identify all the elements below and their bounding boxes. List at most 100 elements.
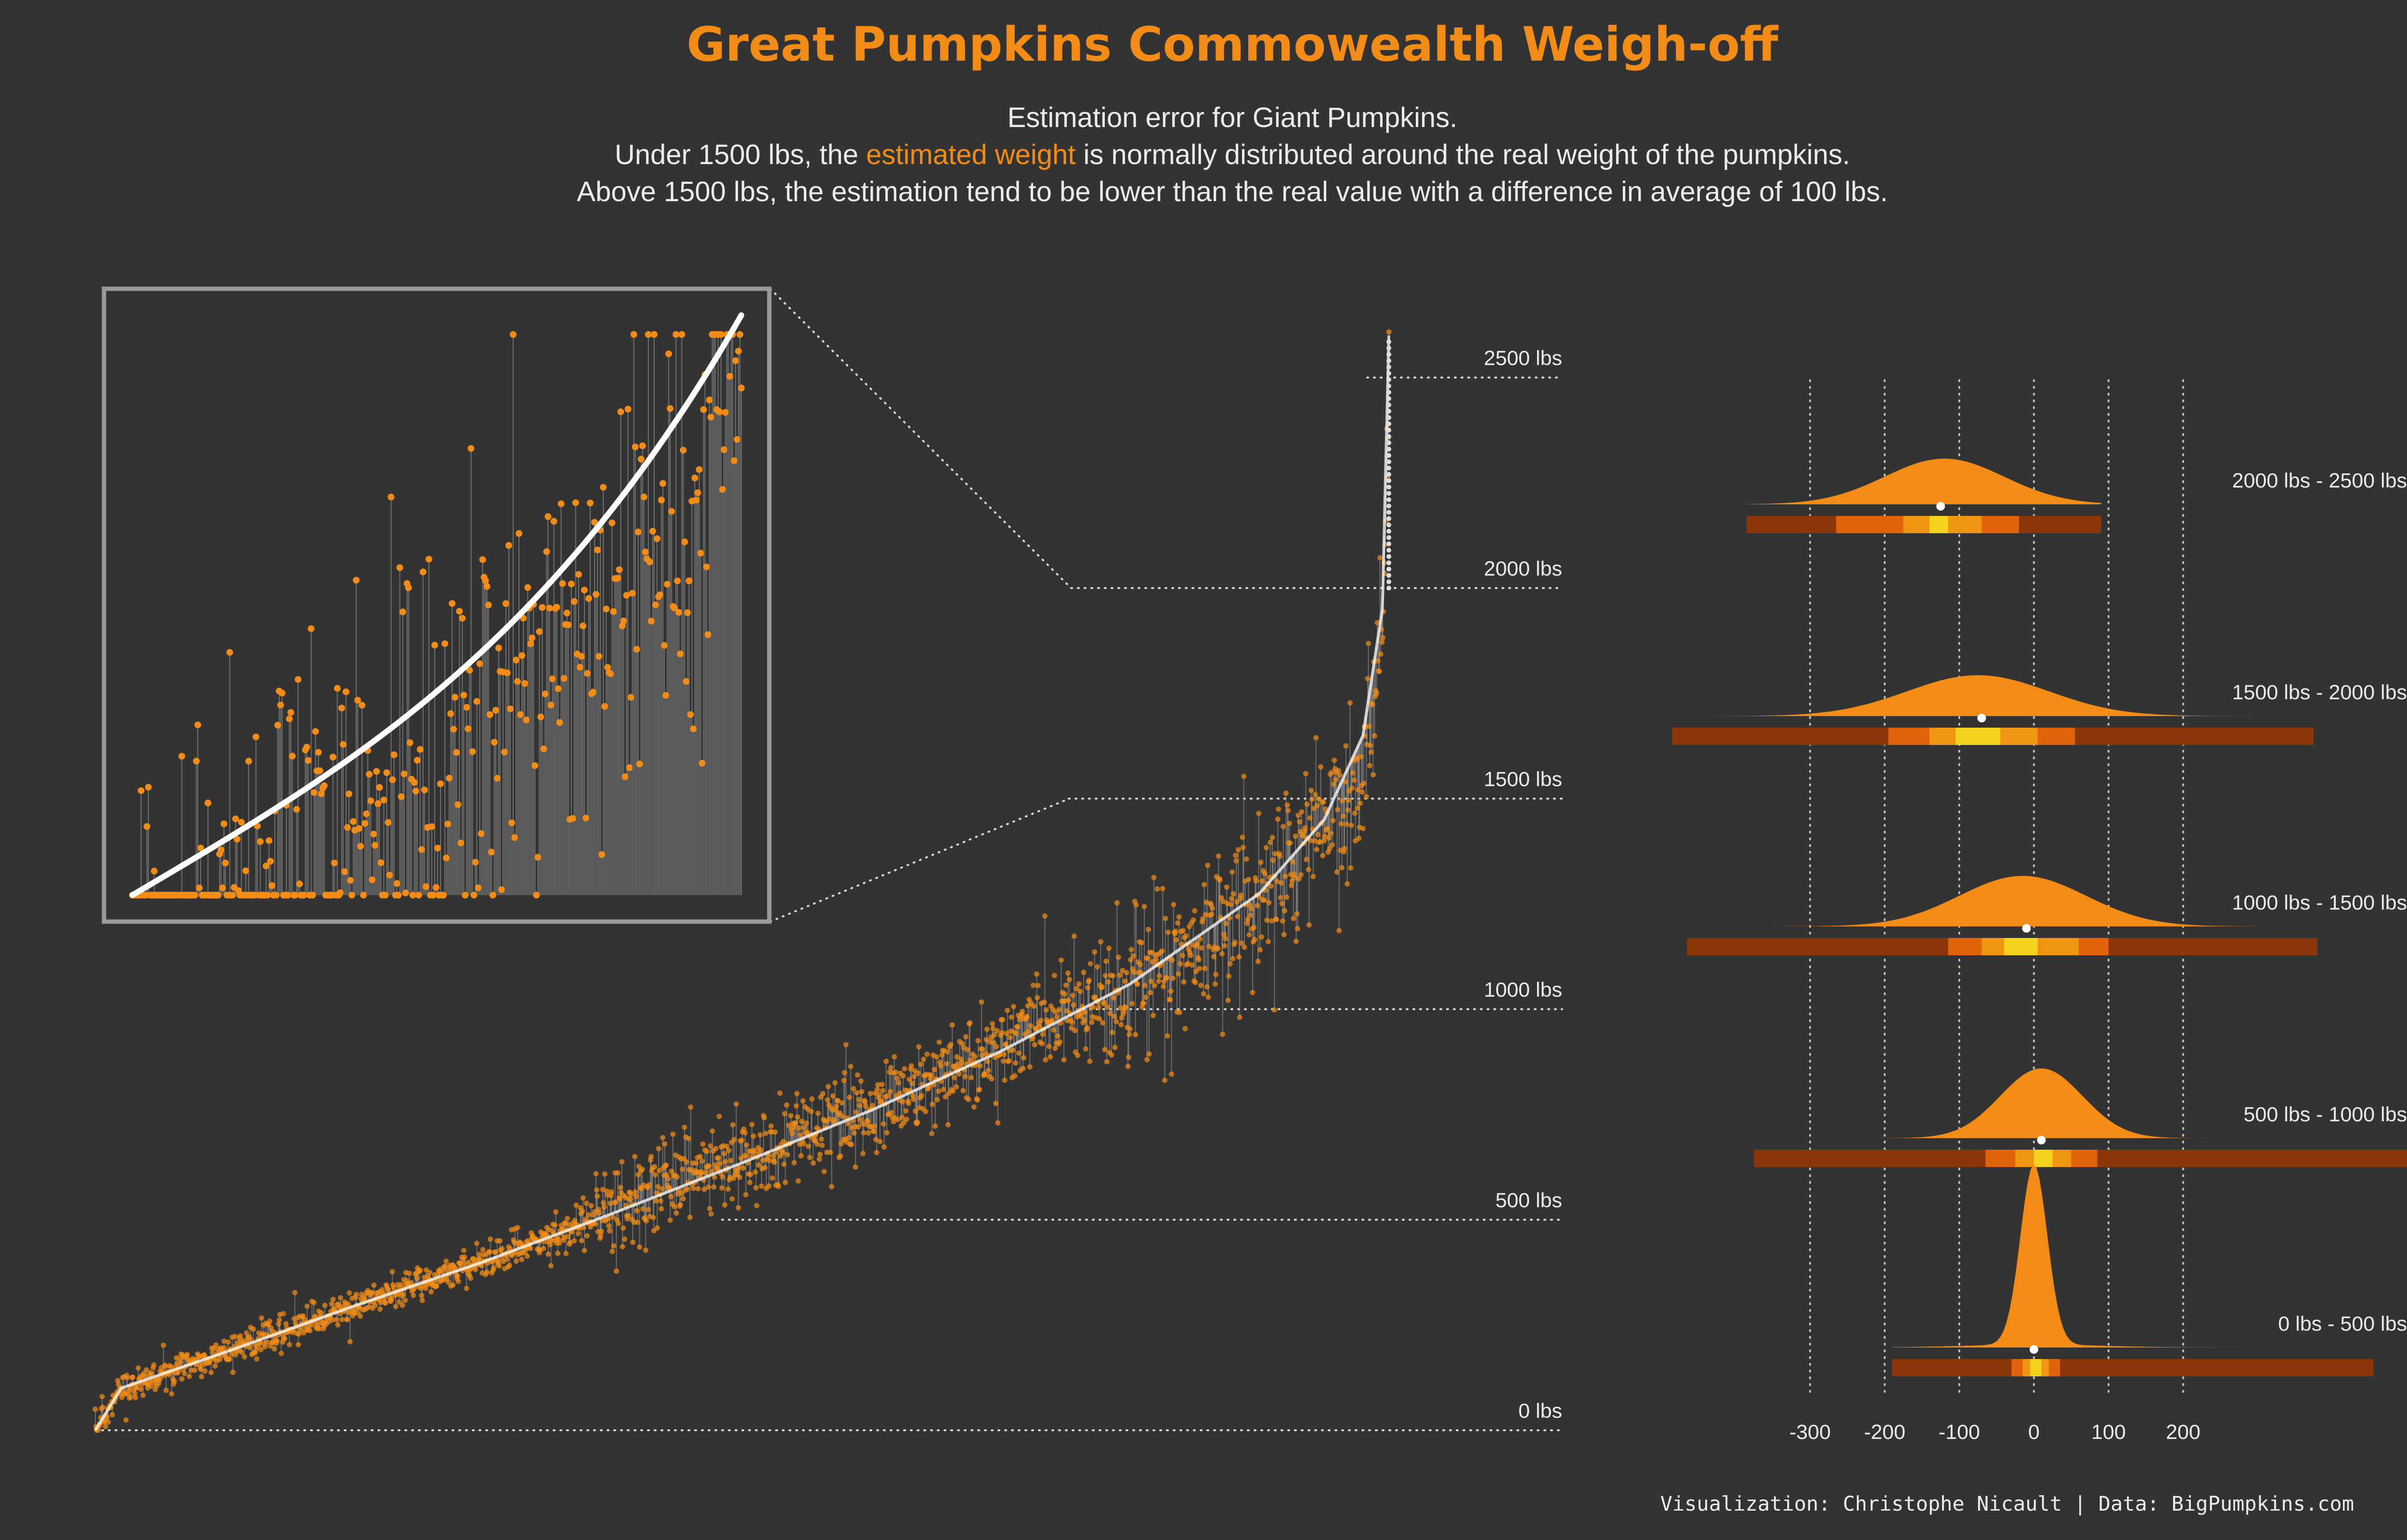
inset-estimated-point — [265, 837, 272, 844]
group-label-3: 500 lbs - 1000 lbs — [2244, 1103, 2407, 1126]
inset-estimated-point — [466, 667, 473, 674]
estimated-point — [1215, 945, 1221, 951]
inset-estimated-point — [559, 580, 566, 587]
estimated-point — [1349, 785, 1355, 791]
estimated-point — [1380, 635, 1385, 641]
estimated-point — [1318, 764, 1324, 770]
estimated-point — [217, 1356, 223, 1362]
estimated-point — [747, 1180, 753, 1185]
estimated-point — [818, 1136, 824, 1142]
inset-estimated-point — [316, 767, 324, 774]
estimated-point — [1274, 878, 1280, 884]
estimated-point — [1238, 892, 1244, 898]
inset-estimated-point — [703, 564, 710, 571]
estimated-point — [1379, 640, 1385, 645]
estimated-point — [1229, 869, 1235, 875]
estimated-point — [677, 1202, 683, 1207]
estimated-point — [1221, 932, 1227, 937]
estimated-point — [125, 1375, 130, 1381]
estimated-point — [869, 1103, 875, 1108]
estimated-point — [184, 1351, 190, 1357]
estimated-point — [212, 1363, 218, 1369]
estimated-point — [1127, 1026, 1133, 1032]
estimated-point — [414, 1275, 420, 1281]
estimated-point — [1041, 999, 1047, 1005]
estimated-point — [222, 1345, 228, 1351]
estimated-point — [304, 1303, 310, 1309]
inset-estimated-point — [533, 892, 540, 898]
estimated-point — [646, 1182, 652, 1188]
estimated-point — [563, 1251, 569, 1257]
estimated-point — [1038, 1017, 1044, 1023]
estimated-point — [977, 1087, 983, 1092]
inset-estimated-point — [272, 892, 280, 898]
inset-estimated-point — [277, 701, 284, 708]
estimated-point — [198, 1366, 204, 1372]
estimated-point — [887, 1089, 893, 1094]
estimated-point — [1185, 961, 1191, 966]
estimated-point — [1242, 944, 1247, 950]
estimated-point — [1076, 981, 1082, 987]
inset-estimated-point — [341, 868, 348, 875]
inset-estimated-point — [604, 664, 611, 671]
estimated-point — [92, 1406, 98, 1412]
estimated-point — [213, 1342, 219, 1348]
estimated-point — [389, 1296, 395, 1302]
inset-estimated-point — [652, 601, 659, 608]
estimated-point — [948, 1041, 954, 1047]
estimated-point — [634, 1208, 640, 1214]
estimated-point — [1340, 798, 1346, 804]
median-dot-4 — [2030, 1345, 2038, 1354]
inset-estimated-point — [478, 830, 485, 837]
estimated-point — [1043, 1007, 1049, 1013]
estimated-point — [455, 1273, 461, 1279]
estimated-point — [579, 1238, 584, 1244]
estimated-point — [1366, 641, 1372, 646]
estimated-point — [736, 1205, 741, 1211]
estimated-point — [259, 1315, 264, 1321]
inset-estimated-point — [608, 519, 616, 526]
inset-estimated-point — [465, 725, 472, 732]
estimated-point — [895, 1117, 901, 1123]
inset-estimated-point — [385, 819, 392, 826]
estimated-point — [1351, 777, 1357, 783]
estimated-point — [1355, 805, 1360, 811]
estimated-point — [808, 1109, 814, 1115]
inset-estimated-point — [352, 577, 360, 584]
estimated-point — [865, 1118, 871, 1124]
interval-core-4 — [2030, 1359, 2042, 1376]
estimated-point — [178, 1359, 183, 1365]
estimated-point — [1253, 878, 1259, 884]
estimated-point — [311, 1300, 317, 1306]
estimated-point — [1176, 914, 1182, 920]
estimated-point — [276, 1321, 282, 1327]
estimated-point — [1276, 806, 1281, 812]
inset-estimated-point — [293, 806, 300, 813]
inset-estimated-point — [262, 862, 270, 870]
estimated-point — [337, 1295, 343, 1301]
estimated-point — [428, 1289, 434, 1295]
interval-core-3 — [2034, 1150, 2053, 1167]
inset-estimated-point — [215, 892, 222, 898]
estimated-point — [1329, 770, 1334, 775]
inset-estimated-point — [607, 670, 614, 677]
inset-estimated-point — [390, 751, 398, 758]
estimated-point — [859, 1089, 865, 1094]
estimated-point — [1016, 1050, 1022, 1056]
estimated-point — [230, 1370, 236, 1375]
inset-estimated-point — [429, 892, 437, 898]
estimated-point — [264, 1339, 270, 1345]
estimated-point — [703, 1170, 709, 1176]
estimated-point — [1048, 1054, 1053, 1060]
estimated-point — [1314, 802, 1320, 808]
estimated-point — [797, 1132, 803, 1138]
inset-estimated-point — [414, 757, 421, 764]
estimated-point — [401, 1292, 406, 1297]
estimated-point — [506, 1262, 512, 1268]
inset-estimated-point — [544, 513, 552, 520]
inset-estimated-point — [437, 780, 444, 787]
estimated-point — [1099, 984, 1105, 990]
estimated-point — [999, 1030, 1005, 1036]
inset-estimated-point — [557, 500, 565, 507]
estimated-point — [972, 1053, 978, 1059]
